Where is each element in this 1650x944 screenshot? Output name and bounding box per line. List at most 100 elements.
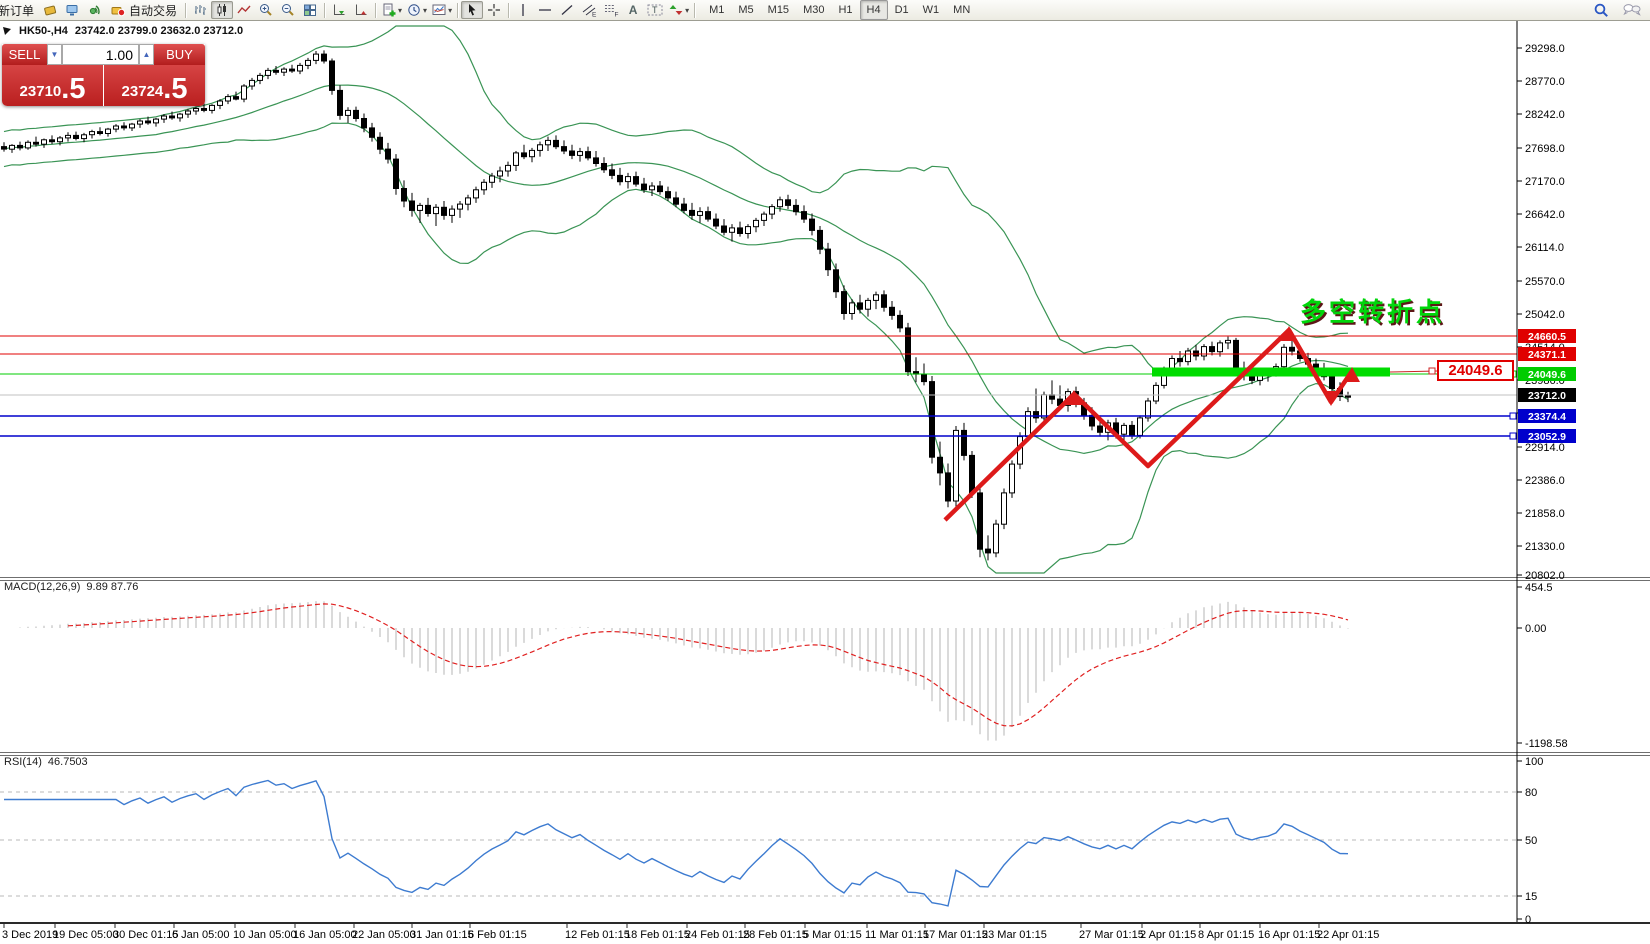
timeframe-button-W1[interactable]: W1	[922, 4, 940, 16]
trendline-icon	[561, 5, 573, 15]
date-axis-line	[0, 922, 1650, 924]
zoom-in-icon	[260, 4, 272, 16]
template-dropdown[interactable]: ▾	[429, 1, 454, 19]
chevron-down-icon: ▾	[685, 5, 690, 15]
sell-price-fraction: .5	[61, 73, 86, 106]
candlestick-icon	[217, 4, 227, 16]
zoom-out-button[interactable]	[277, 1, 299, 19]
macd-values: 9.89 87.76	[86, 581, 139, 593]
fibonacci-tool[interactable]: F	[600, 1, 622, 19]
signals-button[interactable]	[83, 1, 105, 19]
price-tick-label: 20802.0	[1525, 570, 1565, 582]
volume-decrease-button[interactable]: ▼	[47, 44, 62, 65]
price-tick-label: 25042.0	[1525, 309, 1565, 321]
new-chart-dropdown[interactable]: ▾	[379, 1, 404, 19]
date-tick-label: 2 Apr 01:15	[1140, 929, 1196, 941]
price-tick-label: 27170.0	[1525, 176, 1565, 188]
cursor-button[interactable]	[461, 1, 484, 19]
trendline-tool[interactable]	[556, 1, 578, 19]
chart-shift-icon	[356, 4, 367, 15]
price-level-badge	[1518, 329, 1576, 343]
metaeditor-button[interactable]	[39, 1, 61, 19]
bar-chart-icon	[195, 5, 207, 15]
date-tick-label: 30 Dec 01:15	[113, 929, 178, 941]
macd-name: MACD(12,26,9)	[4, 581, 81, 593]
date-tick-label: 22 Jan 05:00	[352, 929, 416, 941]
buy-button[interactable]: BUY	[154, 44, 205, 65]
line-chart-button[interactable]	[233, 1, 255, 19]
rsi-tick-label: 0	[1525, 914, 1531, 926]
new-order-button[interactable]: 新订单	[0, 1, 39, 19]
gold-tag-icon	[44, 5, 57, 16]
candlestick-chart-button[interactable]	[211, 1, 234, 19]
zoom-in-button[interactable]	[255, 1, 277, 19]
autotrading-button[interactable]: 自动交易	[105, 1, 182, 19]
timeframe-button-M5[interactable]: M5	[738, 4, 754, 16]
monitor-icon	[66, 5, 78, 16]
text-tool[interactable]: A	[622, 1, 644, 19]
chart-marker-icon	[3, 26, 11, 35]
pane-divider	[0, 755, 1650, 756]
chart-shift-button[interactable]	[350, 1, 372, 19]
crosshair-button[interactable]	[483, 1, 505, 19]
toolbar: 新订单 自动交易 ▾ ▾	[0, 0, 1650, 21]
date-tick-label: 24 Feb 01:15	[685, 929, 750, 941]
arrow-up-icon	[1344, 367, 1360, 382]
toolbar-separator	[324, 2, 326, 18]
arrow-objects-icon	[669, 5, 683, 15]
auto-scroll-button[interactable]	[328, 1, 350, 19]
price-tick-label: 22386.0	[1525, 475, 1565, 487]
price-tick-label: 21858.0	[1525, 508, 1565, 520]
bollinger-band	[3, 84, 1349, 455]
timeframe-button-M30[interactable]: M30	[803, 4, 825, 16]
community-button[interactable]	[61, 1, 83, 19]
date-tick-label: 17 Mar 01:15	[923, 929, 988, 941]
channel-tool[interactable]: E	[578, 1, 600, 19]
period-dropdown[interactable]: ▾	[404, 1, 429, 19]
sell-price-main: 23710	[19, 83, 62, 100]
sell-button[interactable]: SELL	[2, 44, 47, 65]
rsi-line	[4, 779, 1349, 907]
timeframe-button-D1[interactable]: D1	[894, 4, 909, 16]
sell-price[interactable]: 23710 .5	[2, 65, 103, 106]
buy-price[interactable]: 23724 .5	[104, 65, 205, 106]
chat-button[interactable]	[1620, 1, 1644, 19]
zoom-out-icon	[282, 4, 294, 16]
text-label-tool[interactable]: T	[644, 1, 666, 19]
search-button[interactable]	[1590, 1, 1612, 19]
tile-windows-button[interactable]	[299, 1, 321, 19]
timeframe-button-M1[interactable]: M1	[709, 4, 725, 16]
date-tick-label: 19 Dec 05:00	[53, 929, 118, 941]
new-chart-icon	[383, 3, 396, 17]
date-tick-label: 10 Jan 05:00	[233, 929, 297, 941]
toolbar-separator	[375, 2, 377, 18]
date-tick-label: 11 Mar 01:15	[865, 929, 929, 941]
price-level-badge	[1518, 347, 1576, 361]
price-tick-label: 22914.0	[1525, 442, 1565, 454]
arrow-up-icon	[1066, 390, 1082, 405]
one-click-trading-panel: SELL ▼ 1.00 ▲ BUY 23710 .5 23724 .5	[2, 44, 205, 106]
timeframe-button-M15[interactable]: M15	[767, 4, 790, 16]
bar-chart-button[interactable]	[189, 1, 211, 19]
timeframe-button-H4[interactable]: H4	[859, 0, 888, 20]
svg-text:E: E	[592, 12, 597, 19]
price-level-badge	[1518, 429, 1576, 443]
timeframe-group: M1 M5 M15 M30 H1 H4 D1 W1 MN	[702, 0, 977, 20]
auto-scroll-icon	[334, 4, 345, 15]
timeframe-button-H1[interactable]: H1	[838, 4, 853, 16]
horizontal-line-tool[interactable]	[534, 1, 556, 19]
date-tick-label: 6 Feb 01:15	[468, 929, 527, 941]
macd-signal-line	[67, 603, 1349, 727]
tile-windows-icon	[304, 4, 317, 16]
arrows-dropdown[interactable]: ▾	[666, 1, 691, 19]
vertical-line-tool[interactable]	[512, 1, 534, 19]
autotrading-label: 自动交易	[129, 3, 178, 18]
pane-divider	[0, 752, 1650, 753]
price-level-callout: 24049.6	[1437, 360, 1514, 381]
volume-input[interactable]: 1.00	[62, 44, 139, 65]
price-level-badge	[1518, 388, 1576, 402]
volume-increase-button[interactable]: ▲	[139, 44, 154, 65]
timeframe-button-MN[interactable]: MN	[953, 4, 971, 16]
date-tick-label: 16 Jan 05:00	[293, 929, 357, 941]
